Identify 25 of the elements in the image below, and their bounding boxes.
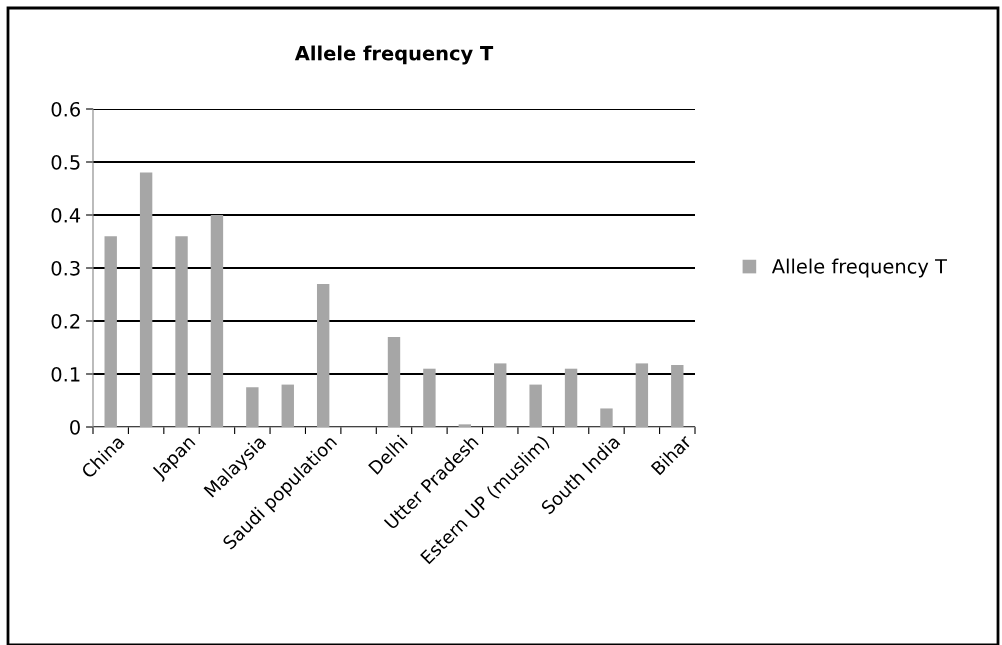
bar [671, 364, 684, 427]
bar [600, 408, 613, 427]
y-tick-label: 0.3 [51, 260, 80, 276]
bar [529, 384, 542, 427]
y-tick-label: 0.5 [51, 154, 80, 170]
bar [104, 236, 117, 427]
bar [281, 384, 294, 427]
bar [316, 283, 330, 427]
bar [458, 424, 472, 427]
y-tick-label: 0.1 [51, 366, 80, 382]
bar [139, 172, 153, 427]
chart-title: Allele frequency T [294, 45, 494, 65]
bar [564, 368, 578, 427]
bar [210, 215, 224, 427]
bar [494, 363, 507, 427]
bar [246, 387, 259, 427]
bar [635, 363, 649, 427]
bar [175, 236, 188, 427]
bar [387, 336, 401, 427]
y-tick-label: 0.2 [51, 313, 80, 329]
y-tick-label: 0 [70, 419, 80, 435]
bar [423, 368, 436, 427]
y-tick-label: 0.4 [51, 207, 81, 223]
y-tick-label: 0.6 [51, 101, 80, 117]
legend-label: Allele frequency T [771, 258, 948, 278]
